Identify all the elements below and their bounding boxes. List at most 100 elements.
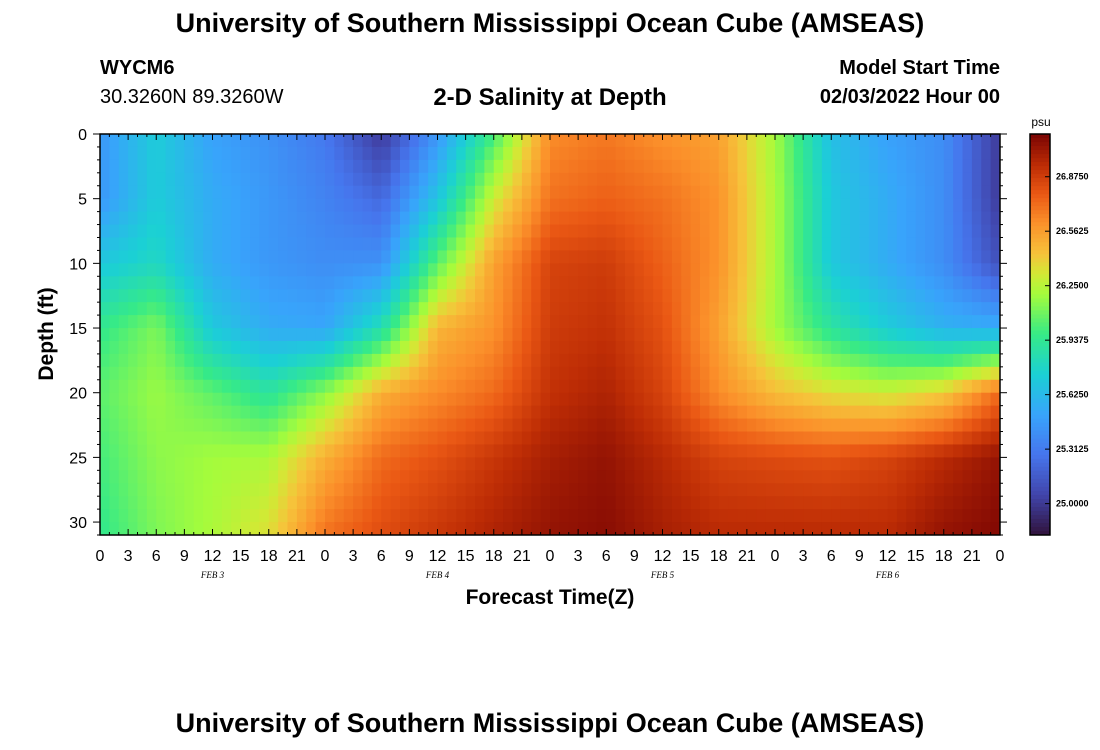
- heatmap-cell: [681, 289, 692, 303]
- heatmap-cell: [831, 457, 842, 471]
- heatmap-cell: [184, 224, 195, 239]
- heatmap-cell: [840, 405, 851, 420]
- heatmap-cell: [128, 159, 139, 174]
- heatmap-cell: [568, 263, 579, 277]
- heatmap-cell: [456, 392, 467, 407]
- heatmap-cell: [962, 315, 973, 329]
- heatmap-cell: [606, 302, 617, 316]
- heatmap-cell: [362, 237, 373, 252]
- heatmap-cell: [521, 276, 532, 290]
- heatmap-cell: [559, 431, 570, 446]
- heatmap-cell: [287, 276, 298, 290]
- heatmap-cell: [568, 289, 579, 303]
- heatmap-cell: [100, 340, 110, 355]
- heatmap-cell: [287, 392, 298, 407]
- heatmap-cell: [756, 185, 767, 200]
- heatmap-cell: [728, 159, 739, 174]
- heatmap-cell: [887, 470, 898, 484]
- heatmap-cell: [634, 211, 645, 226]
- heatmap-cell: [840, 418, 851, 433]
- heatmap-cell: [596, 392, 607, 407]
- heatmap-cell: [296, 224, 307, 239]
- heatmap-cell: [428, 483, 439, 497]
- heatmap-cell: [371, 366, 382, 381]
- heatmap-cell: [371, 522, 382, 535]
- heatmap-cell: [615, 509, 626, 523]
- heatmap-cell: [821, 315, 832, 329]
- heatmap-cell: [362, 457, 373, 471]
- heatmap-cell: [643, 289, 654, 303]
- heatmap-cell: [521, 444, 532, 458]
- heatmap-cell: [925, 470, 935, 484]
- heatmap-cell: [184, 496, 195, 510]
- heatmap-cell: [915, 250, 926, 264]
- heatmap-cell: [850, 470, 860, 484]
- heatmap-cell: [165, 509, 176, 523]
- heatmap-cell: [137, 263, 148, 277]
- heatmap-cell: [831, 379, 842, 394]
- heatmap-cell: [493, 276, 504, 290]
- heatmap-cell: [231, 159, 242, 174]
- heatmap-cell: [446, 366, 457, 381]
- heatmap-cell: [334, 366, 345, 381]
- heatmap-cell: [550, 444, 560, 458]
- colorbar-segment: [1030, 234, 1050, 239]
- heatmap-cell: [268, 211, 279, 226]
- heatmap-cell: [193, 470, 204, 484]
- heatmap-cell: [465, 379, 476, 394]
- heatmap-cell: [887, 483, 898, 497]
- heatmap-cell: [943, 379, 954, 394]
- heatmap-cell: [165, 211, 176, 226]
- heatmap-cell: [775, 146, 785, 161]
- heatmap-cell: [728, 457, 739, 471]
- heatmap-cell: [831, 302, 842, 316]
- heatmap-cell: [812, 392, 823, 407]
- colorbar-segment: [1030, 154, 1050, 159]
- heatmap-cell: [756, 405, 767, 420]
- heatmap-cell: [587, 134, 598, 148]
- heatmap-cell: [231, 418, 242, 433]
- heatmap-cell: [315, 263, 326, 277]
- heatmap-cell: [859, 185, 870, 200]
- heatmap-cell: [221, 405, 232, 420]
- heatmap-cell: [925, 185, 935, 200]
- heatmap-cell: [625, 470, 635, 484]
- heatmap-cell: [409, 134, 420, 148]
- heatmap-cell: [390, 353, 401, 368]
- heatmap-cell: [643, 250, 654, 264]
- heatmap-cell: [137, 522, 148, 535]
- heatmap-cell: [606, 315, 617, 329]
- heatmap-cell: [690, 418, 701, 433]
- heatmap-cell: [700, 263, 710, 277]
- colorbar-segment: [1030, 366, 1050, 372]
- heatmap-cell: [540, 263, 551, 277]
- heatmap-cell: [203, 211, 214, 226]
- heatmap-cell: [859, 159, 870, 174]
- heatmap-cell: [221, 224, 232, 239]
- heatmap-cell: [700, 457, 710, 471]
- heatmap-cell: [184, 431, 195, 446]
- heatmap-cell: [418, 250, 429, 264]
- heatmap-cell: [765, 237, 776, 252]
- heatmap-cell: [990, 211, 1000, 226]
- heatmap-cell: [868, 263, 879, 277]
- heatmap-cell: [175, 276, 185, 290]
- heatmap-cell: [662, 185, 673, 200]
- heatmap-cell: [653, 146, 664, 161]
- heatmap-cell: [953, 302, 964, 316]
- heatmap-cell: [803, 237, 814, 252]
- heatmap-cell: [409, 392, 420, 407]
- heatmap-cell: [109, 211, 120, 226]
- heatmap-cell: [700, 289, 710, 303]
- heatmap-cell: [418, 431, 429, 446]
- heatmap-cell: [587, 224, 598, 239]
- heatmap-cell: [446, 405, 457, 420]
- heatmap-cell: [606, 198, 617, 213]
- heatmap-cell: [109, 379, 120, 394]
- heatmap-cell: [493, 289, 504, 303]
- heatmap-cell: [896, 509, 907, 523]
- heatmap-cell: [821, 172, 832, 187]
- heatmap-cell: [259, 392, 270, 407]
- heatmap-cell: [287, 496, 298, 510]
- heatmap-cell: [793, 289, 804, 303]
